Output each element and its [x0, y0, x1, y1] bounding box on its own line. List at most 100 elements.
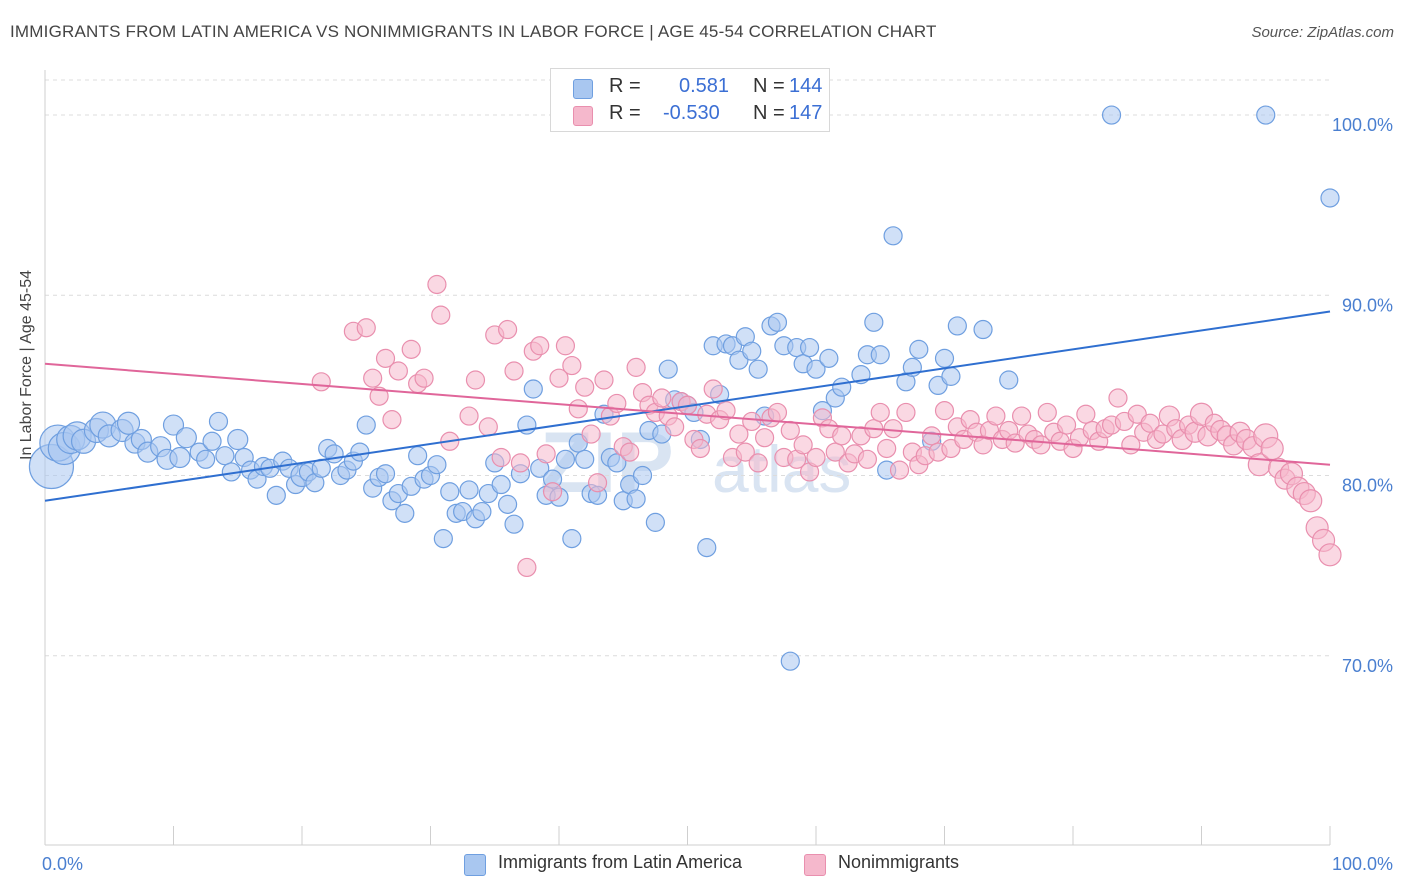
correlation-legend: R = 0.581 N = 144 R = -0.530 N = 147: [550, 68, 830, 132]
pink-point: [1260, 436, 1284, 461]
blue-point: [175, 427, 197, 449]
blue-point: [350, 442, 370, 462]
blue-point: [169, 446, 191, 469]
pink-point: [478, 417, 498, 437]
series-name-pink: Nonimmigrants: [838, 852, 960, 872]
pink-point: [883, 419, 903, 439]
series-swatch-blue: [464, 854, 486, 876]
pink-point: [459, 406, 479, 426]
pink-point: [729, 424, 749, 444]
blue-point: [116, 411, 141, 435]
blue-point: [973, 319, 993, 340]
blue-point: [491, 474, 511, 495]
legend-n-value: 144: [789, 75, 823, 97]
pink-point: [575, 377, 595, 397]
pink-point: [375, 348, 396, 368]
blue-point: [626, 489, 646, 509]
blue-point: [697, 538, 717, 558]
pink-point: [401, 339, 421, 359]
legend-r-value: 0.581: [679, 75, 730, 97]
blue-point: [427, 455, 447, 475]
blue-point: [658, 359, 678, 379]
pink-point: [363, 368, 383, 388]
pink-point: [431, 305, 451, 325]
blue-point: [767, 312, 788, 332]
legend-swatch-pink: [573, 106, 593, 126]
watermark-atlas: atlas: [712, 432, 851, 506]
pink-point: [536, 444, 556, 464]
pink-point: [1108, 388, 1128, 408]
pink-point: [414, 368, 434, 388]
series-name-blue: Immigrants from Latin America: [498, 852, 743, 872]
blue-point: [947, 316, 967, 336]
pink-point: [1076, 404, 1096, 424]
pink-point: [1037, 402, 1057, 423]
blue-point: [799, 337, 820, 358]
blue-point: [227, 428, 249, 451]
pink-point: [1140, 413, 1160, 433]
blue-trend-line: [44, 310, 1331, 502]
blue-point: [1320, 188, 1340, 208]
pink-point: [356, 318, 376, 338]
legend-swatch-blue: [573, 79, 593, 99]
pink-point: [793, 435, 813, 455]
blue-point: [324, 444, 344, 464]
blue-point: [395, 503, 415, 523]
legend-n-label: N =: [753, 102, 785, 124]
pink-point: [889, 460, 910, 480]
blue-point: [356, 415, 376, 435]
blue-point: [440, 482, 460, 502]
blue-point: [311, 458, 331, 478]
legend-r-label: R =: [609, 75, 641, 97]
blue-point: [832, 377, 852, 397]
blue-point: [780, 651, 800, 671]
pink-point: [311, 372, 331, 392]
pink-point: [857, 449, 878, 469]
blue-point: [196, 449, 216, 469]
blue-point: [1101, 105, 1122, 125]
pink-point: [1056, 415, 1077, 435]
blue-point: [883, 226, 903, 246]
pink-point: [581, 424, 601, 444]
pink-point: [427, 274, 447, 295]
blue-point: [208, 411, 229, 432]
blue-point: [433, 529, 453, 549]
pink-point: [735, 442, 755, 462]
pink-point: [620, 442, 640, 462]
blue-point: [523, 379, 543, 399]
pink-point: [568, 399, 588, 419]
pink-point: [530, 336, 550, 356]
pink-point: [594, 370, 614, 390]
legend-r-label: R =: [609, 102, 641, 124]
blue-point: [575, 449, 595, 469]
blue-point: [472, 501, 492, 522]
blue-point: [408, 446, 428, 466]
pink-point: [742, 411, 762, 432]
pink-point: [388, 361, 408, 381]
pink-trend-line: [44, 362, 1331, 466]
pink-point: [510, 453, 531, 473]
pink-point: [369, 386, 389, 406]
x-tick-label: 100.0%: [1332, 854, 1393, 874]
pink-point: [504, 361, 524, 381]
blue-point: [742, 341, 762, 361]
pink-point: [382, 410, 402, 430]
y-tick-label: 70.0%: [1342, 656, 1393, 676]
blue-point: [645, 512, 665, 532]
blue-point: [934, 348, 955, 368]
pink-point: [562, 355, 582, 376]
pink-point: [542, 482, 563, 502]
pink-point: [754, 428, 775, 448]
blue-point: [375, 464, 396, 484]
blue-point: [819, 348, 839, 368]
y-tick-label: 80.0%: [1342, 476, 1393, 496]
blue-point: [748, 359, 768, 379]
pink-point: [806, 447, 826, 468]
pink-point: [896, 402, 916, 423]
pink-point: [1318, 543, 1342, 567]
legend-n-label: N =: [753, 75, 785, 97]
blue-point: [999, 370, 1019, 390]
blue-point: [498, 494, 518, 514]
pink-point: [825, 442, 845, 462]
pink-point: [780, 420, 800, 441]
